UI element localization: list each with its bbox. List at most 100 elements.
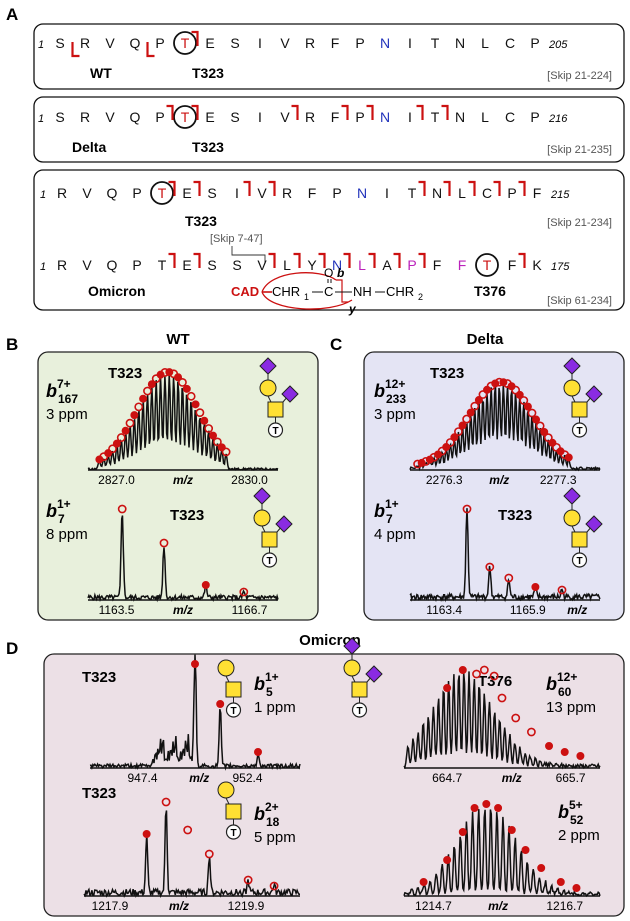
tick-label: 2830.0 bbox=[231, 473, 268, 487]
tick-label: 1165.9 bbox=[510, 603, 546, 617]
c-term-fragment-mark bbox=[193, 252, 201, 268]
c-term-fragment-mark bbox=[168, 180, 176, 196]
isotope-marker bbox=[212, 437, 222, 447]
panel-b-title: WT bbox=[166, 331, 189, 348]
residue: V bbox=[257, 257, 267, 273]
residue: R bbox=[80, 35, 90, 51]
wt-sequence: 1 S R V Q P T E S I V R F P N I T N L C P 205 bbox=[38, 30, 568, 58]
threonine-label: T bbox=[230, 706, 236, 717]
isotope-marker bbox=[437, 446, 447, 456]
c-term-fragment-mark bbox=[268, 180, 276, 196]
ion-label: b12+ bbox=[546, 670, 577, 694]
axis-label: m/z bbox=[502, 771, 522, 785]
tick-label: 1163.5 bbox=[99, 603, 135, 617]
residue: R bbox=[80, 109, 90, 125]
residue: V bbox=[280, 35, 290, 51]
residue: K bbox=[532, 257, 542, 273]
residue: T bbox=[431, 109, 440, 125]
residue: C bbox=[505, 35, 515, 51]
axis-label: m/z bbox=[173, 473, 193, 487]
residue: R bbox=[305, 109, 315, 125]
n-term-fragment-mark bbox=[146, 42, 155, 58]
residue: I bbox=[235, 185, 239, 201]
glycan-structure-icon: T bbox=[343, 637, 383, 718]
isotope-marker bbox=[151, 374, 161, 384]
skip-inner-bracket bbox=[231, 246, 266, 263]
ppm-label: 5 ppm bbox=[254, 829, 296, 846]
residue: S bbox=[55, 35, 64, 51]
isotope-marker bbox=[254, 747, 263, 756]
ion-label: b1+ bbox=[374, 497, 399, 521]
tick-label: 2276.3 bbox=[426, 473, 463, 487]
spectrum-omicron-bottom-right: b5+522 ppm 1214.7 1216.7 m/z bbox=[403, 798, 601, 913]
residue: P bbox=[155, 109, 164, 125]
isotope-marker bbox=[139, 394, 148, 403]
threonine-circle bbox=[571, 422, 588, 438]
scheme-sub1: 1 bbox=[304, 292, 309, 302]
wt-site-label: T323 bbox=[192, 65, 224, 81]
spectrum-omicron-bottom-left: T323 Tb2+185 ppm 1217.9 1219.9 m/z bbox=[82, 781, 300, 913]
glycosite-circle bbox=[173, 105, 197, 129]
omicron-sequence-box bbox=[33, 169, 625, 311]
residue: V bbox=[280, 109, 290, 125]
c-term-fragment-mark bbox=[168, 252, 176, 268]
isotope-marker bbox=[497, 693, 507, 703]
c-term-fragment-mark bbox=[166, 104, 174, 120]
ppm-label: 3 ppm bbox=[46, 406, 88, 423]
sialic-acid-diamond bbox=[365, 665, 383, 683]
axis-label: m/z bbox=[173, 603, 193, 617]
tick-label: 952.4 bbox=[232, 771, 262, 785]
ion-subscript: 52 bbox=[570, 813, 584, 827]
ion-label: b1+ bbox=[46, 497, 71, 521]
sialic-acid-diamond bbox=[275, 515, 293, 533]
residue: E bbox=[182, 185, 191, 201]
isotope-marker bbox=[191, 400, 200, 409]
c-term-fragment-mark bbox=[293, 252, 301, 268]
residue: L bbox=[458, 185, 466, 201]
c-term-fragment-mark bbox=[291, 104, 299, 120]
axis-label: m/z bbox=[489, 473, 509, 487]
omicron-sequence-1: 1 R V Q P T E S I V R F P N I T N L C P F 215 bbox=[40, 180, 570, 205]
omicron-skip-label-1: [Skip 21-234] bbox=[547, 217, 612, 229]
isotope-marker bbox=[419, 877, 428, 886]
residue: T bbox=[408, 185, 417, 201]
axis-label: m/z bbox=[189, 771, 209, 785]
c-term-fragment-mark bbox=[341, 104, 349, 120]
residue: R bbox=[305, 35, 315, 51]
residue: F bbox=[308, 185, 317, 201]
tick-label: 2827.0 bbox=[98, 473, 135, 487]
c-term-fragment-mark bbox=[493, 180, 501, 196]
threonine-label: T bbox=[576, 556, 582, 567]
isotope-marker bbox=[117, 504, 127, 514]
residue: Q bbox=[130, 35, 141, 51]
isotope-marker bbox=[204, 424, 214, 433]
residue: N bbox=[380, 35, 390, 51]
spectrum-trace bbox=[403, 809, 601, 898]
residue: I bbox=[408, 109, 412, 125]
isotope-marker bbox=[474, 396, 483, 405]
tick-label: 1219.9 bbox=[228, 899, 265, 913]
cad-arrow-bottom bbox=[261, 291, 353, 310]
isotope-marker bbox=[178, 377, 187, 387]
isotope-marker bbox=[511, 385, 521, 395]
threonine-circle bbox=[571, 552, 588, 568]
ion-label: b7+ bbox=[46, 377, 71, 401]
threonine-label: T bbox=[576, 426, 582, 437]
residue: P bbox=[132, 185, 141, 201]
glycosite-circle bbox=[173, 31, 197, 55]
isotope-marker bbox=[201, 580, 210, 589]
residue: N bbox=[380, 109, 390, 125]
residue: S bbox=[55, 109, 64, 125]
isotope-marker bbox=[556, 877, 565, 886]
ion-subscript: 5 bbox=[266, 685, 273, 699]
residue: P bbox=[355, 109, 364, 125]
isotope-marker bbox=[142, 829, 151, 838]
isotope-marker bbox=[147, 380, 156, 389]
galactose-circle bbox=[563, 509, 581, 527]
tick-label: 1217.9 bbox=[92, 899, 129, 913]
panel-label-d: D bbox=[6, 639, 18, 658]
c-term-fragment-mark bbox=[318, 252, 326, 268]
threonine-circle bbox=[351, 702, 368, 718]
site-label: T323 bbox=[170, 507, 204, 524]
